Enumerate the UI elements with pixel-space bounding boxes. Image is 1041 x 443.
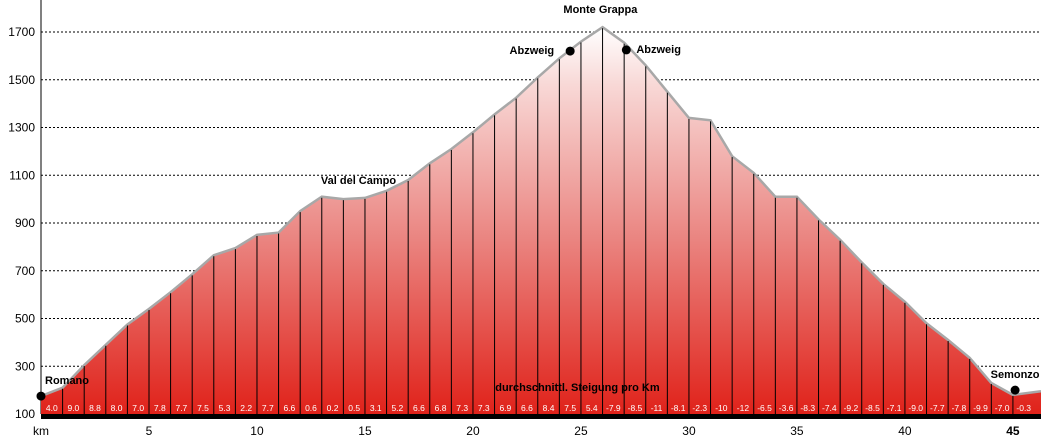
x-tick-label: 40 bbox=[898, 424, 912, 438]
gradient-value: -2.3 bbox=[692, 403, 707, 413]
y-axis: 100 300 500 700 900 1100 1300 1500 1700 bbox=[8, 0, 42, 421]
y-tick-label: 100 bbox=[15, 407, 35, 421]
km-divider-lines bbox=[62, 28, 1014, 414]
profile-fill bbox=[41, 27, 1041, 414]
gradient-value: 6.6 bbox=[413, 403, 425, 413]
gradient-value: 7.5 bbox=[197, 403, 209, 413]
gradient-value: -11 bbox=[651, 403, 663, 413]
gradient-value: 6.9 bbox=[499, 403, 511, 413]
gradient-value: 0.2 bbox=[327, 403, 339, 413]
gradient-value: 8.8 bbox=[89, 403, 101, 413]
profile-area bbox=[40, 25, 1041, 414]
x-axis-bar bbox=[41, 414, 1041, 419]
x-tick-label: 15 bbox=[358, 424, 372, 438]
gradient-value: -7.0 bbox=[995, 403, 1010, 413]
x-tick-label: 10 bbox=[250, 424, 264, 438]
x-axis: 5 10 15 20 25 30 35 40 km 45 bbox=[33, 414, 1041, 438]
y-tick-label: 900 bbox=[15, 216, 35, 230]
gradient-value: 8.0 bbox=[111, 403, 123, 413]
gradient-value: -0.3 bbox=[1016, 403, 1031, 413]
waypoint-dot bbox=[565, 46, 575, 56]
waypoint-label: Romano bbox=[45, 375, 89, 387]
gradient-value: 8.4 bbox=[543, 403, 555, 413]
gradient-value: 6.8 bbox=[435, 403, 447, 413]
waypoint-label: Monte Grappa bbox=[563, 4, 638, 16]
gradient-value: -7.1 bbox=[887, 403, 902, 413]
x-tick-label: 25 bbox=[574, 424, 588, 438]
gradient-value: -9.9 bbox=[973, 403, 988, 413]
y-tick-label: 300 bbox=[15, 359, 35, 373]
x-end-label: 45 bbox=[1006, 424, 1020, 438]
gradient-value: -6.5 bbox=[757, 403, 772, 413]
waypoint-dot bbox=[621, 45, 631, 55]
gradient-value: 0.5 bbox=[348, 403, 360, 413]
gradient-value: -3.6 bbox=[779, 403, 794, 413]
gradient-value: 7.8 bbox=[154, 403, 166, 413]
gradient-value: -10 bbox=[715, 403, 728, 413]
y-tick-label: 500 bbox=[15, 312, 35, 326]
gradient-value: 7.7 bbox=[175, 403, 187, 413]
gradient-value: 9.0 bbox=[67, 403, 79, 413]
gradient-value: 5.3 bbox=[219, 403, 231, 413]
gradient-caption: durchschnittl. Steigung pro Km bbox=[495, 382, 660, 394]
gradient-value: 4.0 bbox=[46, 403, 58, 413]
gradient-value: 7.7 bbox=[262, 403, 274, 413]
gradient-value: -7.4 bbox=[822, 403, 837, 413]
x-tick-label: 30 bbox=[682, 424, 696, 438]
gradient-value: -9.2 bbox=[844, 403, 859, 413]
gradient-value: 5.4 bbox=[586, 403, 598, 413]
gradient-value: -8.5 bbox=[628, 403, 643, 413]
waypoint-label: Val del Campo bbox=[321, 175, 396, 187]
gradient-value: 7.3 bbox=[478, 403, 490, 413]
gradient-value: -8.1 bbox=[671, 403, 686, 413]
y-tick-label: 1700 bbox=[8, 25, 35, 39]
gradient-value: 2.2 bbox=[240, 403, 252, 413]
gradient-value: -7.7 bbox=[930, 403, 945, 413]
y-tick-label: 700 bbox=[15, 264, 35, 278]
x-axis-label: km bbox=[33, 424, 49, 438]
waypoint-label: Abzweig bbox=[510, 45, 555, 57]
profile-outline bbox=[40, 25, 1041, 398]
gradient-value: -7.9 bbox=[606, 403, 621, 413]
gradient-value: 5.2 bbox=[391, 403, 403, 413]
waypoint-label: Abzweig bbox=[636, 44, 681, 56]
gradient-value: 6.6 bbox=[283, 403, 295, 413]
gradient-value: 7.3 bbox=[456, 403, 468, 413]
y-tick-label: 1300 bbox=[8, 121, 35, 135]
waypoint-label: Semonzo bbox=[991, 369, 1040, 381]
gradient-value: -12 bbox=[737, 403, 750, 413]
gradient-labels: 4.0 9.0 8.8 8.0 7.0 7.8 7.7 7.5 5.3 2.2 7.7 6.6 0.6 0… bbox=[46, 382, 1031, 413]
y-tick-label: 1100 bbox=[9, 168, 35, 182]
gradient-value: -9.0 bbox=[908, 403, 923, 413]
waypoint-dot bbox=[36, 391, 46, 401]
waypoints: Romano Val del Campo Abzweig Monte Grappa Ab… bbox=[36, 4, 1040, 401]
gradient-value: 6.6 bbox=[521, 403, 533, 413]
waypoint-dot bbox=[1010, 385, 1020, 395]
gradient-value: -8.3 bbox=[800, 403, 815, 413]
gradient-value: -7.8 bbox=[952, 403, 967, 413]
y-tick-label: 1500 bbox=[8, 73, 35, 87]
gradient-value: 7.0 bbox=[132, 403, 144, 413]
x-tick-label: 5 bbox=[146, 424, 153, 438]
gradient-value: -8.5 bbox=[865, 403, 880, 413]
gradient-value: 0.6 bbox=[305, 403, 317, 413]
gradient-value: 7.5 bbox=[564, 403, 576, 413]
gradient-value: 3.1 bbox=[370, 403, 382, 413]
x-tick-label: 35 bbox=[790, 424, 804, 438]
x-tick-label: 20 bbox=[466, 424, 480, 438]
